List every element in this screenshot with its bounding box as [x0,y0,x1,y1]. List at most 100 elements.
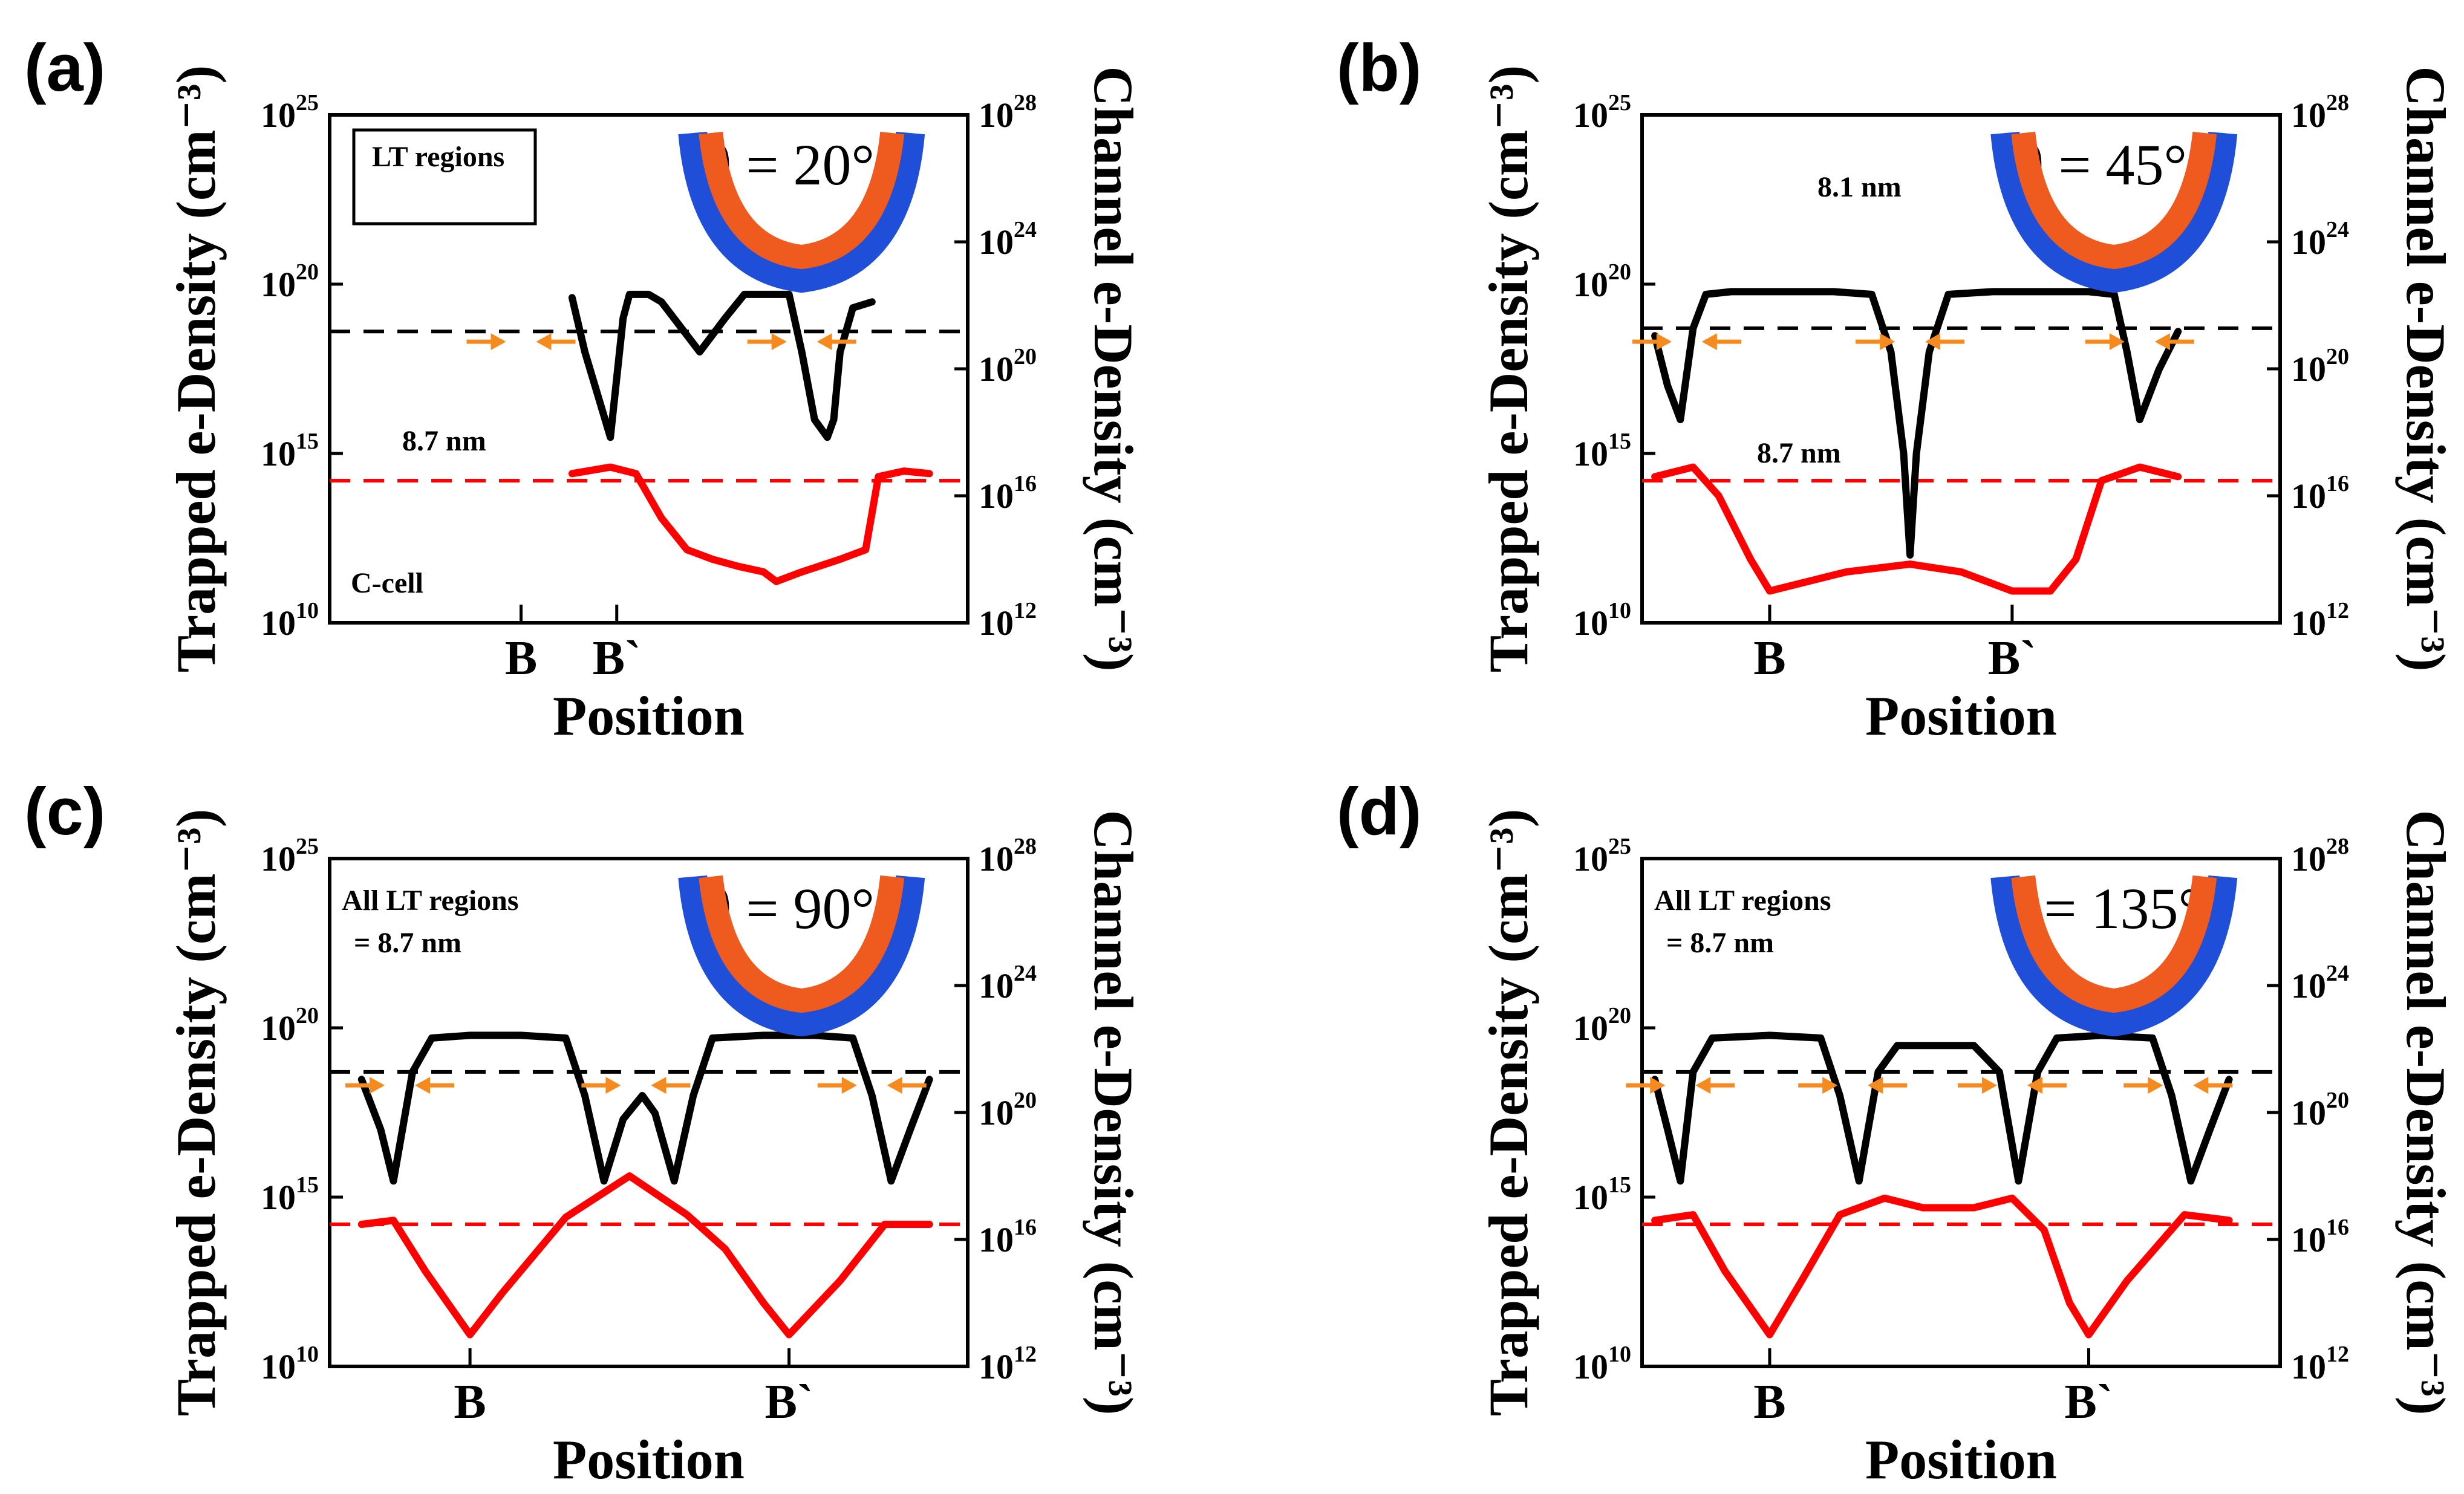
x-tick-label: B [1753,1375,1785,1429]
data-point-channel [684,547,689,553]
data-point-trapped [710,1035,715,1041]
data-point-channel [1723,1268,1728,1274]
data-point-trapped [1901,451,1906,456]
data-point-channel [786,1332,792,1337]
right-tick-label: 1020 [979,1088,1037,1132]
data-point-trapped [2226,1077,2232,1082]
data-point-trapped [582,349,587,354]
data-point-trapped [518,1033,524,1038]
left-axis-title: Trapped e-Density (cm⁻³) [165,809,227,1417]
panel-2: (b) 1025 1020 1015 1010 1028 1024 1020 1016 1012 T… [1337,31,2457,747]
x-tick-label: B [505,632,537,685]
data-point-trapped [601,1178,607,1184]
data-point-trapped [831,417,836,422]
data-point-channel [761,569,766,574]
right-tick-label: 1012 [979,598,1037,643]
data-point-trapped [2111,291,2117,297]
data-point-trapped [633,291,639,297]
left-tick-label: 1020 [261,259,319,304]
lt-arrow-left-head [1822,1077,1838,1094]
lt-arrow-right-head [887,1077,902,1094]
data-point-trapped [2054,1035,2059,1041]
right-tick-label: 1020 [2291,1088,2349,1132]
data-point-trapped [621,1117,626,1122]
lt-width-label: 8.7 nm [402,425,486,457]
data-point-trapped [869,1093,875,1098]
lt-arrow-right-head [1695,1077,1711,1094]
data-point-channel [2086,1332,2091,1337]
left-axis-title: Trapped e-Density (cm⁻³) [1478,65,1539,673]
lt-arrow-left-head [771,333,787,351]
data-point-trapped [621,316,626,320]
data-point-trapped [869,299,875,305]
lt-legend-box [352,128,537,226]
lt-width-value: = 8.7 nm [354,927,461,959]
right-tick-label: 1016 [979,471,1037,516]
right-tick-label: 1020 [2291,344,2349,389]
data-point-channel [1920,1205,1926,1210]
data-point-trapped [2016,1178,2021,1184]
data-point-trapped [1876,1069,1881,1074]
data-point-channel [2041,1227,2047,1233]
data-point-trapped [838,349,843,354]
data-point-trapped [1837,1093,1843,1098]
data-point-channel [423,1268,428,1274]
right-axis-title: Channel e-Density (cm⁻³) [2395,66,2457,671]
data-point-channel [863,547,869,553]
data-point-trapped [799,349,804,354]
data-point-channel [1690,464,1696,470]
right-tick-label: 1012 [979,1342,1037,1386]
data-point-trapped [850,1035,856,1041]
panel-1: (a) 1025 1020 1015 1010 1028 1024 1020 1016 1012 T… [24,31,1144,747]
data-point-trapped [391,1178,396,1184]
right-axis-title: Channel e-Density (cm⁻³) [1083,810,1144,1415]
data-point-channel [1958,569,1964,574]
data-point-channel [882,1221,887,1227]
right-tick-label: 1028 [2291,834,2349,879]
lt-arrow-left-head [605,1077,621,1094]
data-point-channel [1652,474,1658,479]
data-point-trapped [582,1093,587,1098]
data-point-channel [1767,588,1772,594]
data-point-trapped [1908,553,1913,557]
x-tick-label: B [1753,632,1785,685]
right-tick-label: 1028 [979,834,1037,879]
data-point-trapped [850,305,856,311]
data-point-trapped [563,1035,569,1041]
left-tick-label: 1025 [1573,90,1631,135]
data-point-trapped [888,1178,894,1184]
data-point-channel [2067,1301,2072,1305]
lt-arrow-left-head [1656,333,1672,351]
right-tick-label: 1024 [2291,961,2349,1005]
left-tick-label: 1010 [261,598,319,643]
data-point-trapped [671,1178,677,1184]
data-point-trapped [2156,367,2162,372]
data-point-trapped [1990,289,1996,294]
left-tick-label: 1015 [261,1172,319,1217]
data-point-trapped [786,291,792,297]
series-line-channel [1651,1194,2233,1339]
panel-label: (c) [24,775,105,849]
data-point-trapped [1831,289,1836,294]
data-point-trapped [1652,333,1658,339]
lt-regions-label: All LT regions [342,885,519,917]
lt-arrow-right-head [2027,1077,2042,1094]
data-point-trapped [1780,289,1785,294]
data-point-trapped [1869,291,1874,297]
data-point-trapped [824,435,830,440]
lt-arrow-left-head [1981,1077,1997,1094]
data-point-trapped [639,1093,645,1098]
series-line-channel [568,463,933,585]
left-axis-title: Trapped e-Density (cm⁻³) [1478,809,1539,1417]
data-point-channel [2073,557,2079,562]
data-point-channel [1690,1212,1696,1218]
data-point-channel [1908,562,1913,567]
data-point-trapped [908,1127,913,1132]
data-point-trapped [1856,1178,1862,1184]
data-point-trapped [1729,289,1734,294]
x-axis-title: Position [553,1429,745,1490]
lt-arrow-right-head [2154,333,2170,351]
x-tick-label: B` [593,632,641,685]
data-point-channel [1652,1218,1658,1223]
data-point-channel [838,557,843,562]
